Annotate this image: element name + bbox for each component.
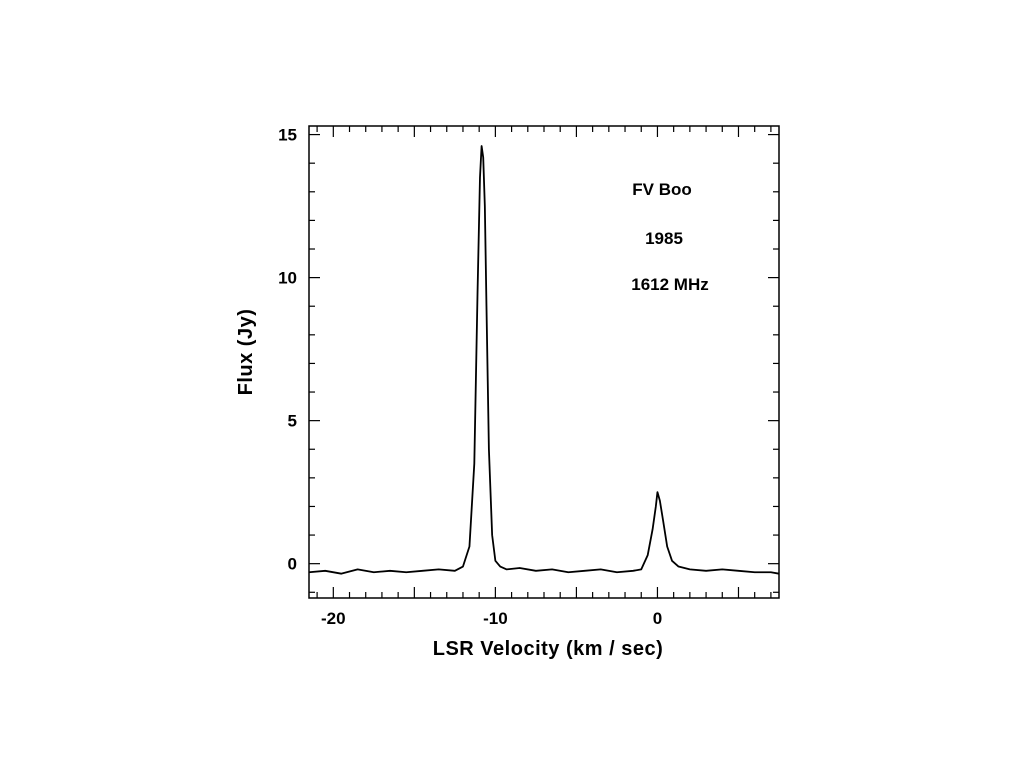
series-layer <box>308 145 780 575</box>
axis-ticks <box>309 126 779 598</box>
annotation-year: 1985 <box>645 229 683 248</box>
x-tick-label: -10 <box>483 609 508 628</box>
tick-labels: -20 -10 0 0 5 10 15 <box>278 126 662 628</box>
y-axis-title: Flux (Jy) <box>235 309 257 396</box>
annotation-frequency: 1612 MHz <box>631 275 708 294</box>
plot-frame <box>308 125 780 599</box>
x-axis-title: LSR Velocity (km / sec) <box>433 638 663 660</box>
y-tick-label: 15 <box>278 126 297 145</box>
x-tick-label: 0 <box>653 609 662 628</box>
y-tick-label: 5 <box>288 412 297 431</box>
annotation-object: FV Boo <box>632 180 692 199</box>
y-tick-label: 10 <box>278 269 297 288</box>
y-tick-label: 0 <box>288 555 297 574</box>
x-tick-label: -20 <box>321 609 346 628</box>
series-line-0 <box>308 145 780 575</box>
